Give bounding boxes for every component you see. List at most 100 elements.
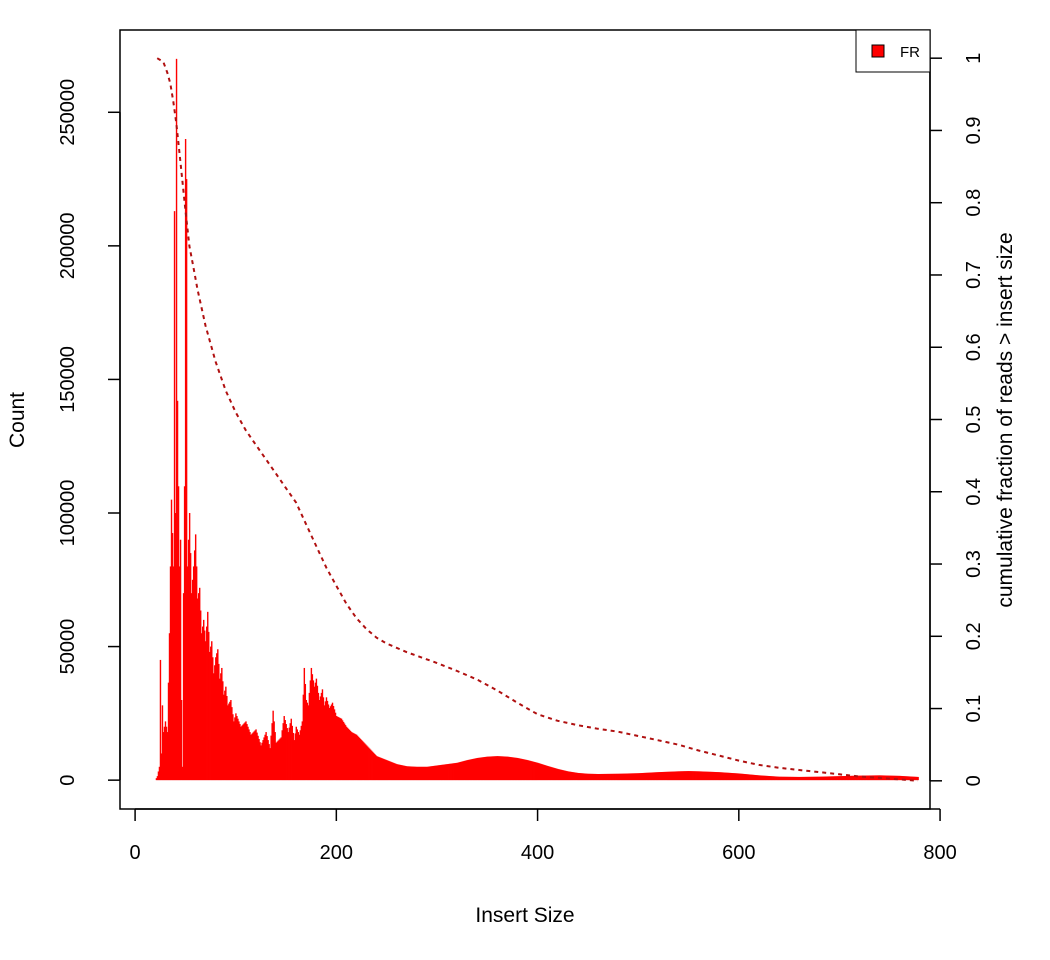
histogram-bar <box>582 773 584 781</box>
histogram-bar <box>463 760 466 781</box>
histogram-bar <box>262 740 264 781</box>
histogram-bar <box>364 743 366 781</box>
histogram-bar <box>877 775 879 781</box>
histogram-bar <box>228 703 230 781</box>
histogram-bar <box>654 772 657 781</box>
histogram-bar <box>437 765 439 781</box>
y2-tick-label: 0.6 <box>963 333 985 361</box>
histogram-bar <box>320 692 323 781</box>
histogram-bar <box>413 766 415 781</box>
histogram-bar <box>520 758 523 781</box>
histogram-bar <box>514 757 517 781</box>
histogram-bar <box>249 732 251 781</box>
histogram-bar <box>863 775 865 781</box>
histogram-bar <box>155 778 158 781</box>
histogram-bar <box>447 763 449 781</box>
histogram-bar <box>882 775 884 781</box>
histogram-bar <box>799 776 802 781</box>
histogram-bar <box>563 770 565 781</box>
histogram-bar <box>493 756 496 781</box>
histogram-bar <box>163 726 166 781</box>
histogram-bar <box>259 742 261 781</box>
histogram-bar <box>857 775 859 781</box>
histogram-bar <box>619 773 621 781</box>
histogram-bar <box>352 733 355 781</box>
histogram-bar <box>371 750 373 781</box>
histogram-bar <box>346 727 349 781</box>
histogram-bar <box>474 758 477 781</box>
histogram-bar <box>818 776 821 781</box>
histogram-bar <box>796 776 799 781</box>
histogram-bar <box>342 721 345 781</box>
histogram-bar <box>176 400 179 781</box>
histogram-bar <box>360 740 363 781</box>
histogram-bar <box>289 723 291 781</box>
histogram-bar <box>649 772 652 781</box>
histogram-bar <box>859 775 861 781</box>
histogram-bar <box>395 763 397 781</box>
histogram-bar <box>501 756 504 781</box>
histogram-bar <box>314 682 317 781</box>
histogram-bar <box>721 772 723 781</box>
histogram-bar <box>664 771 667 781</box>
histogram-bar <box>300 725 303 781</box>
histogram-bar <box>518 758 521 781</box>
histogram-bar <box>569 771 571 781</box>
histogram-bar <box>527 760 529 781</box>
histogram-bar <box>457 762 459 781</box>
histogram-bar <box>894 775 896 781</box>
histogram-bar <box>735 773 737 781</box>
histogram-bar <box>519 758 522 781</box>
histogram-bar <box>580 773 582 781</box>
histogram-bar <box>802 776 805 781</box>
histogram-bar <box>214 665 216 781</box>
histogram-bar <box>246 724 248 781</box>
histogram-bar <box>201 633 203 781</box>
histogram-bar <box>810 776 813 781</box>
histogram-bar <box>671 771 674 781</box>
histogram-bar <box>232 714 234 781</box>
legend: FR <box>855 29 931 73</box>
histogram-bar <box>499 756 502 781</box>
histogram-bar <box>496 756 499 781</box>
histogram-bar <box>586 773 588 781</box>
histogram-bar <box>578 773 580 781</box>
histogram-bar <box>303 667 306 781</box>
histogram-bar <box>728 772 730 781</box>
histogram-bar <box>337 717 340 781</box>
histogram-bar <box>760 775 762 781</box>
histogram-bar <box>717 772 719 781</box>
histogram-bar <box>777 776 779 781</box>
histogram-bar <box>406 766 408 781</box>
histogram-bar <box>237 718 239 781</box>
histogram-bar <box>208 631 210 781</box>
histogram-bar <box>456 762 458 781</box>
histogram-bar <box>526 759 528 781</box>
histogram-bar <box>587 773 589 781</box>
histogram-bar <box>694 771 696 781</box>
histogram-bar <box>528 760 530 781</box>
histogram-bar <box>574 772 576 781</box>
histogram-bar <box>719 772 721 781</box>
histogram-bar <box>390 761 392 781</box>
histogram-bar <box>491 756 494 781</box>
histogram-bar <box>835 776 838 781</box>
histogram-bar <box>503 756 506 781</box>
histogram-bar <box>195 566 198 781</box>
histogram-bar <box>168 633 171 781</box>
histogram-bar <box>685 771 688 781</box>
histogram-bar <box>311 674 314 781</box>
histogram-bar <box>693 771 695 781</box>
histogram-bar <box>611 773 613 781</box>
histogram-bar <box>856 775 858 781</box>
histogram-bar <box>250 734 252 781</box>
histogram-bar <box>637 773 640 781</box>
histogram-bar <box>375 755 377 781</box>
histogram-bar <box>312 680 315 781</box>
histogram-bar <box>460 761 463 781</box>
histogram-bar <box>570 771 572 781</box>
histogram-bar <box>247 726 249 781</box>
histogram-bar <box>599 773 601 781</box>
y2-tick-label: 1 <box>963 53 985 64</box>
histogram-bar <box>462 761 465 781</box>
